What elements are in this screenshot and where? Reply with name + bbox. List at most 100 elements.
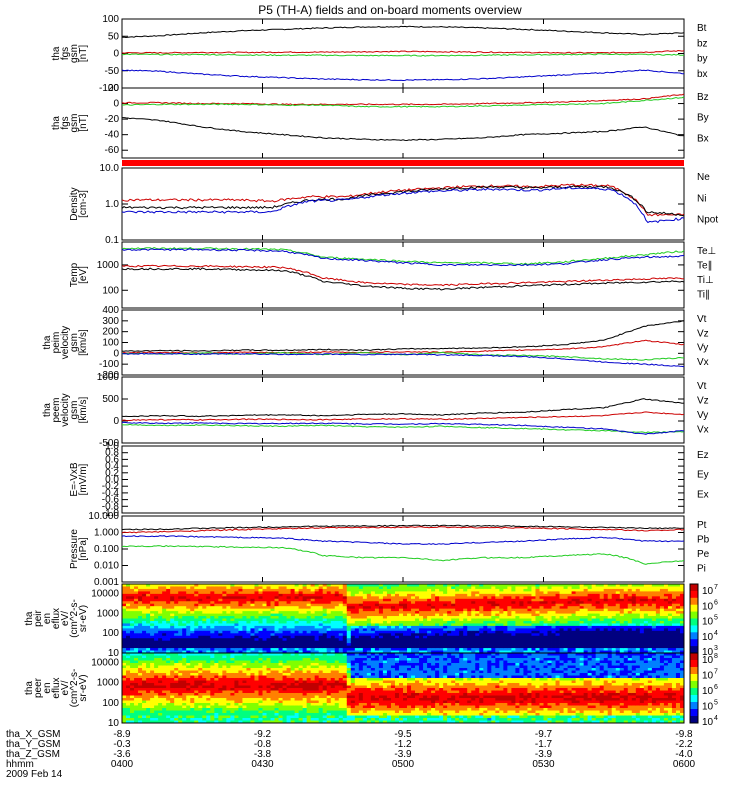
heatmap-cell xyxy=(459,591,464,595)
heatmap-cell xyxy=(463,618,468,622)
heatmap-cell xyxy=(326,638,332,642)
heatmap-cell xyxy=(543,620,548,624)
heatmap-cell xyxy=(286,630,291,634)
heatmap-cell xyxy=(467,588,472,592)
heatmap-cell xyxy=(266,606,271,610)
heatmap-cell xyxy=(222,588,227,592)
heatmap-cell xyxy=(142,688,147,691)
heatmap-cell xyxy=(210,663,215,666)
heatmap-cell xyxy=(407,598,412,602)
heatmap-cell xyxy=(234,635,239,639)
heatmap-cell xyxy=(158,638,163,642)
heatmap-cell xyxy=(615,588,621,592)
y-tick-label: 100 xyxy=(102,14,119,25)
heatmap-cell xyxy=(635,598,641,602)
heatmap-cell xyxy=(142,584,147,587)
heatmap-cell xyxy=(415,596,420,600)
series-line xyxy=(121,524,685,531)
heatmap-cell xyxy=(334,596,340,600)
heatmap-cell xyxy=(242,648,247,651)
heatmap-cell xyxy=(511,606,516,610)
heatmap-cell xyxy=(250,598,255,602)
heatmap-cell xyxy=(587,635,593,639)
heatmap-cell xyxy=(218,695,223,699)
y-tick-label: -20 xyxy=(105,114,120,125)
heatmap-cell xyxy=(631,601,637,605)
heatmap-cell xyxy=(627,603,633,607)
heatmap-cell xyxy=(495,603,500,607)
heatmap-cell xyxy=(142,643,147,646)
heatmap-cell xyxy=(559,638,564,642)
heatmap-cell xyxy=(390,638,396,642)
heatmap-cell xyxy=(431,643,436,646)
heatmap-cell xyxy=(503,648,508,651)
heatmap-cell xyxy=(643,648,649,651)
heatmap-cell xyxy=(138,584,143,587)
heatmap-cell xyxy=(214,665,219,669)
heatmap-cell xyxy=(483,603,488,607)
heatmap-cell xyxy=(463,601,468,605)
heatmap-cell xyxy=(338,620,344,624)
series-line xyxy=(121,267,685,291)
heatmap-cell xyxy=(479,638,484,642)
heatmap-cell xyxy=(386,608,392,612)
heatmap-cell xyxy=(527,638,532,642)
heatmap-cell xyxy=(374,608,380,612)
heatmap-cell xyxy=(342,616,348,619)
heatmap-cell xyxy=(310,630,316,634)
heatmap-cell xyxy=(527,620,532,624)
heatmap-cell xyxy=(623,648,629,651)
heatmap-cell xyxy=(659,643,665,646)
heatmap-cell xyxy=(647,588,653,592)
heatmap-cell xyxy=(342,603,348,607)
heatmap-cell xyxy=(182,655,187,659)
heatmap-cell xyxy=(162,613,167,617)
heatmap-cell xyxy=(535,591,540,595)
heatmap-cell xyxy=(599,623,605,627)
heatmap-cell xyxy=(290,623,296,627)
heatmap-cell xyxy=(158,635,163,639)
heatmap-cell xyxy=(158,675,163,679)
heatmap-cell xyxy=(162,720,167,724)
heatmap-cell xyxy=(411,598,416,602)
heatmap-cell xyxy=(182,601,187,605)
heatmap-cell xyxy=(218,613,223,617)
heatmap-cell xyxy=(234,598,239,602)
colorbar-label: 10 xyxy=(702,632,714,643)
heatmap-cell xyxy=(262,593,267,597)
heatmap-cell xyxy=(242,616,247,619)
heatmap-cell xyxy=(419,630,424,634)
heatmap-cell xyxy=(154,655,159,659)
heatmap-cell xyxy=(246,616,251,619)
heatmap-cell xyxy=(234,630,239,634)
heatmap-cell xyxy=(158,584,163,587)
heatmap-cell xyxy=(439,613,444,617)
heatmap-cell xyxy=(382,640,388,644)
heatmap-cell xyxy=(435,650,440,654)
heatmap-cell xyxy=(459,586,464,590)
heatmap-cell xyxy=(354,598,360,602)
heatmap-cell xyxy=(174,708,179,711)
colorbar-segment xyxy=(690,584,698,592)
heatmap-cell xyxy=(246,640,251,644)
heatmap-cell xyxy=(302,611,308,614)
heatmap-cell xyxy=(415,598,420,602)
heatmap-cell xyxy=(591,598,597,602)
heatmap-cell xyxy=(214,693,219,696)
heatmap-cell xyxy=(226,645,231,649)
heatmap-cell xyxy=(282,601,287,605)
heatmap-cell xyxy=(571,593,577,597)
heatmap-cell xyxy=(146,700,151,704)
heatmap-cell xyxy=(491,598,496,602)
heatmap-cell xyxy=(671,593,677,597)
heatmap-cell xyxy=(667,608,673,612)
heatmap-cell xyxy=(146,695,151,699)
heatmap-cell xyxy=(386,616,392,619)
heatmap-cell xyxy=(467,623,472,627)
heatmap-cell xyxy=(206,611,211,614)
heatmap-cell xyxy=(671,638,677,642)
heatmap-cell xyxy=(134,601,139,605)
heatmap-cell xyxy=(306,620,312,624)
heatmap-cell xyxy=(639,588,645,592)
colorbar-segment xyxy=(690,611,698,619)
